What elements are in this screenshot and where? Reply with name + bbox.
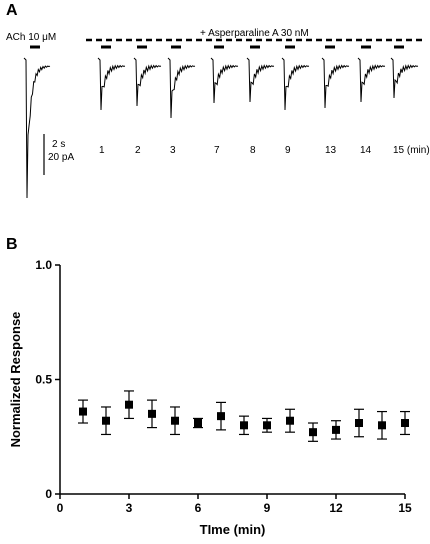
trace-label-9: 9 <box>285 145 291 156</box>
x-tick-label-5: 15 <box>398 501 412 515</box>
trace-2 <box>133 57 162 107</box>
trace-1 <box>97 57 126 111</box>
trace-label-1: 1 <box>99 145 105 156</box>
data-point-9 <box>286 416 294 425</box>
trace-label-15: 15 (min) <box>393 145 430 156</box>
asperparaline-label: + Asperparaline A 30 nM <box>200 28 309 39</box>
data-point-7 <box>240 421 248 430</box>
current-traces <box>23 38 424 199</box>
trace-label-8: 8 <box>250 145 256 156</box>
ach-label: ACh 10 μM <box>6 32 57 43</box>
data-point-4 <box>171 416 179 425</box>
data-point-3 <box>148 409 156 418</box>
scatter-chart: 0 0.5 1.0 0 3 6 9 12 15 TIme (min) Normalized Resp… <box>8 258 412 537</box>
panel-a-letter: A <box>6 2 18 19</box>
data-point-2 <box>125 400 133 409</box>
y-tick-label-2: 1.0 <box>35 258 52 272</box>
x-tick-label-2: 6 <box>195 501 202 515</box>
x-tick-label-3: 9 <box>264 501 271 515</box>
trace-5 <box>246 57 275 103</box>
trace-4 <box>210 57 239 104</box>
x-tick-label-4: 12 <box>329 501 343 515</box>
trace-9 <box>390 57 419 99</box>
data-point-10 <box>309 428 317 437</box>
x-axis-label: TIme (min) <box>200 522 266 537</box>
x-tick-label-0: 0 <box>57 501 64 515</box>
y-tick-label-1: 0.5 <box>35 373 52 387</box>
data-point-13 <box>378 421 386 430</box>
data-point-12 <box>355 419 363 428</box>
scale-current-label: 20 pA <box>48 152 75 163</box>
trace-control <box>23 57 51 199</box>
y-tick-label-0: 0 <box>45 487 52 501</box>
trace-label-2: 2 <box>135 145 141 156</box>
trace-label-14: 14 <box>360 145 372 156</box>
trace-label-7: 7 <box>214 145 220 156</box>
trace-label-3: 3 <box>170 145 176 156</box>
panel-b-letter: B <box>6 236 18 253</box>
data-point-0 <box>79 407 87 416</box>
data-point-1 <box>102 416 110 425</box>
trace-label-13: 13 <box>325 145 337 156</box>
data-point-11 <box>332 425 340 434</box>
data-point-6 <box>217 412 225 421</box>
data-point-5 <box>194 419 202 428</box>
trace-6 <box>281 57 310 111</box>
data-point-14 <box>401 419 409 428</box>
x-tick-label-1: 3 <box>126 501 133 515</box>
trace-8 <box>357 57 386 103</box>
scale-time-label: 2 s <box>52 139 66 150</box>
trace-7 <box>321 57 350 109</box>
y-axis-label: Normalized Response <box>8 312 23 448</box>
data-point-8 <box>263 421 271 430</box>
trace-3 <box>167 57 196 119</box>
